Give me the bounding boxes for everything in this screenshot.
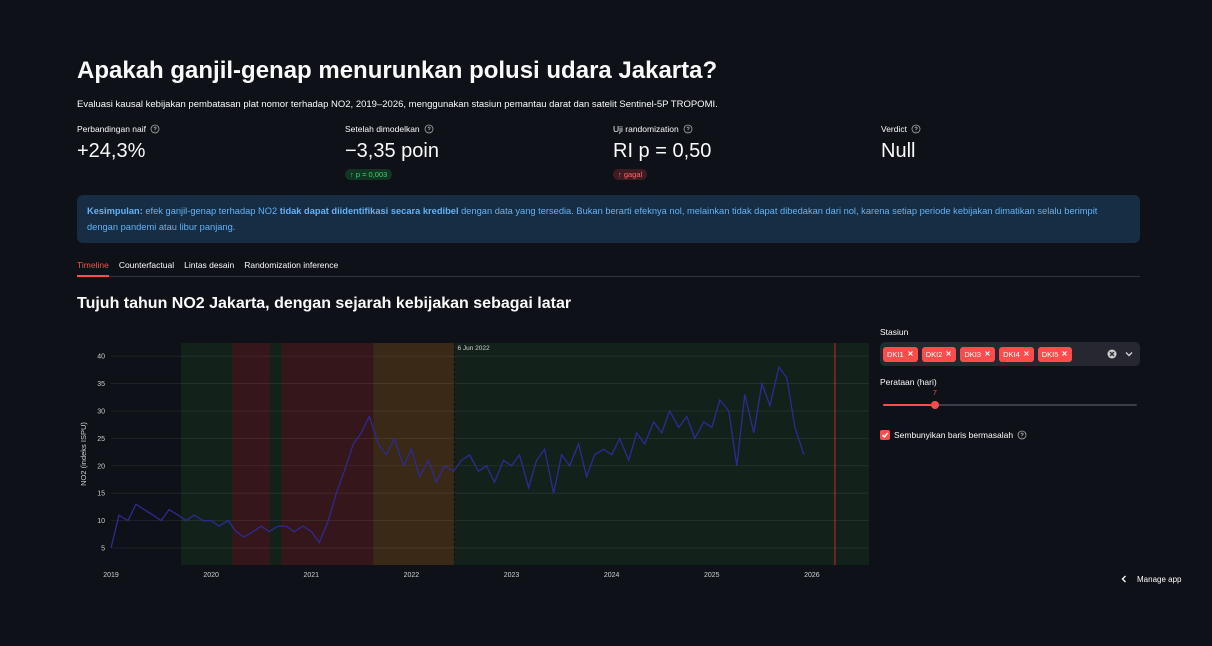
station-label: Stasiun — [880, 327, 909, 337]
metric: Perbandingan naif +24,3% — [77, 124, 337, 163]
info-text: Kesimpulan: — [87, 206, 143, 216]
tag-text: DKI1 — [887, 349, 904, 359]
x-tick-label: 2024 — [604, 572, 620, 579]
tabs: Timeline Counterfactual Lintas desain Rando… — [77, 260, 1140, 277]
tag-text: DKI3 — [964, 349, 982, 359]
help-icon[interactable] — [424, 124, 434, 134]
y-axis-title: NO2 (indeks ISPU) — [79, 422, 88, 486]
metric-value: Null — [881, 140, 916, 162]
info-text: efek ganjil-genap terhadap NO2 — [142, 206, 280, 216]
info-text: tidak dapat diidentifikasi secara kredib… — [279, 206, 459, 216]
info-text: dengan data yang tersedia. Bukan berarti… — [87, 206, 1098, 232]
y-tick-label: 40 — [97, 354, 105, 361]
y-tick-label: 10 — [97, 518, 105, 525]
x-tick-label: 2022 — [404, 572, 420, 579]
y-tick-label: 25 — [97, 436, 105, 443]
station-tag[interactable]: DKI4 — [999, 346, 1034, 362]
metric-value: +24,3% — [77, 140, 146, 162]
x-tick-label: 2021 — [303, 572, 319, 579]
station-tag[interactable]: DKI2 — [921, 346, 957, 362]
x-tick-label: 2023 — [504, 572, 520, 579]
station-tag[interactable]: DKI3 — [960, 346, 996, 362]
info-box: Kesimpulan: efek ganjil-genap terhadap N… — [77, 195, 1140, 243]
metric-value: −3,35 poin — [345, 140, 439, 162]
y-tick-label: 5 — [101, 546, 105, 553]
x-tick-label: 2020 — [203, 572, 219, 579]
y-tick-label: 30 — [97, 408, 105, 415]
metric-delta: ↑ gagal — [613, 169, 648, 180]
section-title: Tujuh tahun NO2 Jakarta, dengan sejarah … — [77, 295, 572, 312]
manage-app[interactable]: Manage app — [1137, 575, 1182, 584]
tag-text: DKI5 — [1041, 349, 1059, 359]
x-tick-label: 2026 — [804, 572, 820, 579]
y-tick-label: 35 — [97, 381, 105, 388]
x-tick-label: 2025 — [704, 572, 720, 579]
subtitle: Evaluasi kausal kebijakan pembatasan pla… — [77, 99, 718, 110]
tab[interactable]: Randomization inference — [244, 260, 339, 270]
policy-region — [833, 343, 836, 565]
tag-remove[interactable] — [945, 350, 952, 357]
chevron[interactable] — [1119, 574, 1129, 584]
y-tick-label: 20 — [97, 463, 105, 470]
select-icons[interactable] — [1106, 348, 1136, 360]
tag-remove[interactable] — [984, 350, 991, 357]
policy-region — [270, 343, 282, 565]
slider[interactable] — [880, 399, 1140, 411]
help-icon[interactable] — [911, 124, 921, 134]
policy-region — [232, 343, 271, 565]
checkbox-label[interactable]: Sembunyikan baris bermasalah — [894, 430, 1014, 440]
slider-value: 7 — [933, 390, 937, 397]
smoothing-label: Perataan (hari) — [880, 377, 937, 387]
metric-value: RI p = 0,50 — [613, 140, 712, 162]
y-tick-label: 15 — [97, 491, 105, 498]
station-select[interactable]: DKI1 DKI2 DKI3 DKI4 DKI5 — [880, 342, 1140, 366]
metric-label-row: Setelah dimodelkan — [345, 124, 605, 134]
station-tag[interactable]: DKI5 — [1037, 346, 1073, 362]
policy-region — [181, 343, 233, 565]
tag-remove[interactable] — [907, 350, 914, 357]
metric-label: Perbandingan naif — [77, 124, 147, 134]
tab[interactable]: Lintas desain — [184, 260, 235, 270]
metric-label-row: Verdict — [881, 124, 1141, 134]
metric: Setelah dimodelkan −3,35 poin ↑ p = 0,003 — [345, 124, 605, 182]
metric-label: Verdict — [881, 124, 907, 134]
metric-delta: ↑ p = 0,003 — [345, 169, 393, 180]
no2-line — [110, 365, 805, 549]
tab[interactable]: Counterfactual — [118, 260, 175, 270]
tag-remove[interactable] — [1023, 350, 1030, 357]
tag-remove[interactable] — [1061, 350, 1068, 357]
checkbox[interactable] — [880, 430, 890, 440]
station-tag[interactable]: DKI1 — [883, 346, 918, 362]
x-tick-label: 2019 — [103, 572, 119, 579]
metric-label: Uji randomization — [613, 124, 679, 134]
help-icon[interactable] — [150, 124, 160, 134]
tag-text: DKI4 — [1003, 349, 1020, 359]
tab[interactable]: Timeline — [77, 260, 109, 277]
metric-label: Setelah dimodelkan — [345, 124, 420, 134]
metric: Uji randomization RI p = 0,50 ↑ gagal — [613, 124, 873, 182]
policy-region — [454, 343, 869, 565]
checkbox-row: Sembunyikan baris bermasalah — [894, 430, 1027, 440]
policy-region — [281, 343, 374, 565]
page-title: Apakah ganjil-genap menurunkan polusi ud… — [77, 57, 718, 84]
help-icon[interactable] — [683, 124, 693, 134]
metric-label-row: Uji randomization — [613, 124, 873, 134]
metric-label-row: Perbandingan naif — [77, 124, 337, 134]
help-icon[interactable] — [1017, 430, 1027, 440]
annotation-text: 6 Jun 2022 — [457, 345, 490, 352]
tag-text: DKI2 — [925, 349, 943, 359]
metric: Verdict Null — [881, 124, 1141, 163]
